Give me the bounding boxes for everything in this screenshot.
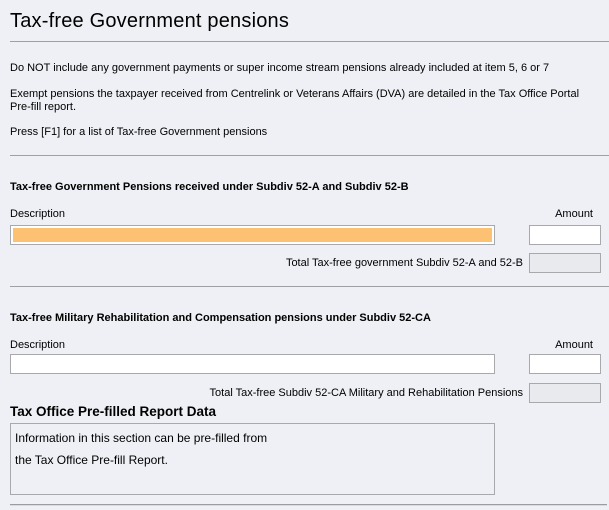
section-subdiv-52ab-heading: Tax-free Government Pensions received un… [10, 181, 409, 193]
section-subdiv-52ca: Tax-free Military Rehabilitation and Com… [10, 312, 601, 403]
section-subdiv-52ca-heading: Tax-free Military Rehabilitation and Com… [10, 312, 431, 324]
subdiv-52ca-description-label: Description [10, 339, 66, 351]
section-prefill-report: Tax Office Pre-filled Report Data Inform… [10, 404, 601, 495]
subdiv-52ab-amount-input[interactable] [529, 225, 601, 245]
section-subdiv-52ab: Tax-free Government Pensions received un… [10, 181, 601, 273]
subdiv-52ab-amount-label: Amount [555, 208, 593, 220]
subdiv-52ab-description-label: Description [10, 208, 66, 220]
subdiv-52ab-total-label: Total Tax-free government Subdiv 52-A an… [285, 257, 523, 269]
subdiv-52ca-amount-label: Amount [555, 339, 593, 351]
page-title: Tax-free Government pensions [10, 10, 290, 32]
prefill-info-line-2: the Tax Office Pre-fill Report. [15, 453, 168, 467]
bottom-separator [10, 504, 607, 506]
intro-notes: Do NOT include any government payments o… [10, 62, 601, 139]
note-exempt-pensions: Exempt pensions the taxpayer received fr… [10, 88, 580, 113]
subdiv-52ca-amount-input[interactable] [529, 354, 601, 374]
prefill-report-info-box: Information in this section can be pre-f… [10, 423, 495, 495]
prefill-report-heading: Tax Office Pre-filled Report Data [10, 404, 217, 419]
subdiv-52ca-total-label: Total Tax-free Subdiv 52-CA Military and… [209, 387, 523, 399]
title-separator [10, 41, 609, 42]
subdiv-52ca-total-field [529, 383, 601, 403]
note-press-f1: Press [F1] for a list of Tax-free Govern… [10, 126, 268, 138]
note-do-not-include: Do NOT include any government payments o… [10, 62, 550, 74]
subdiv-52ca-description-input[interactable] [10, 354, 495, 374]
subdiv-52ab-description-input[interactable] [10, 225, 495, 245]
section-separator [10, 286, 609, 287]
intro-separator [10, 155, 609, 156]
prefill-info-line-1: Information in this section can be pre-f… [15, 431, 268, 445]
subdiv-52ab-total-field [529, 253, 601, 273]
